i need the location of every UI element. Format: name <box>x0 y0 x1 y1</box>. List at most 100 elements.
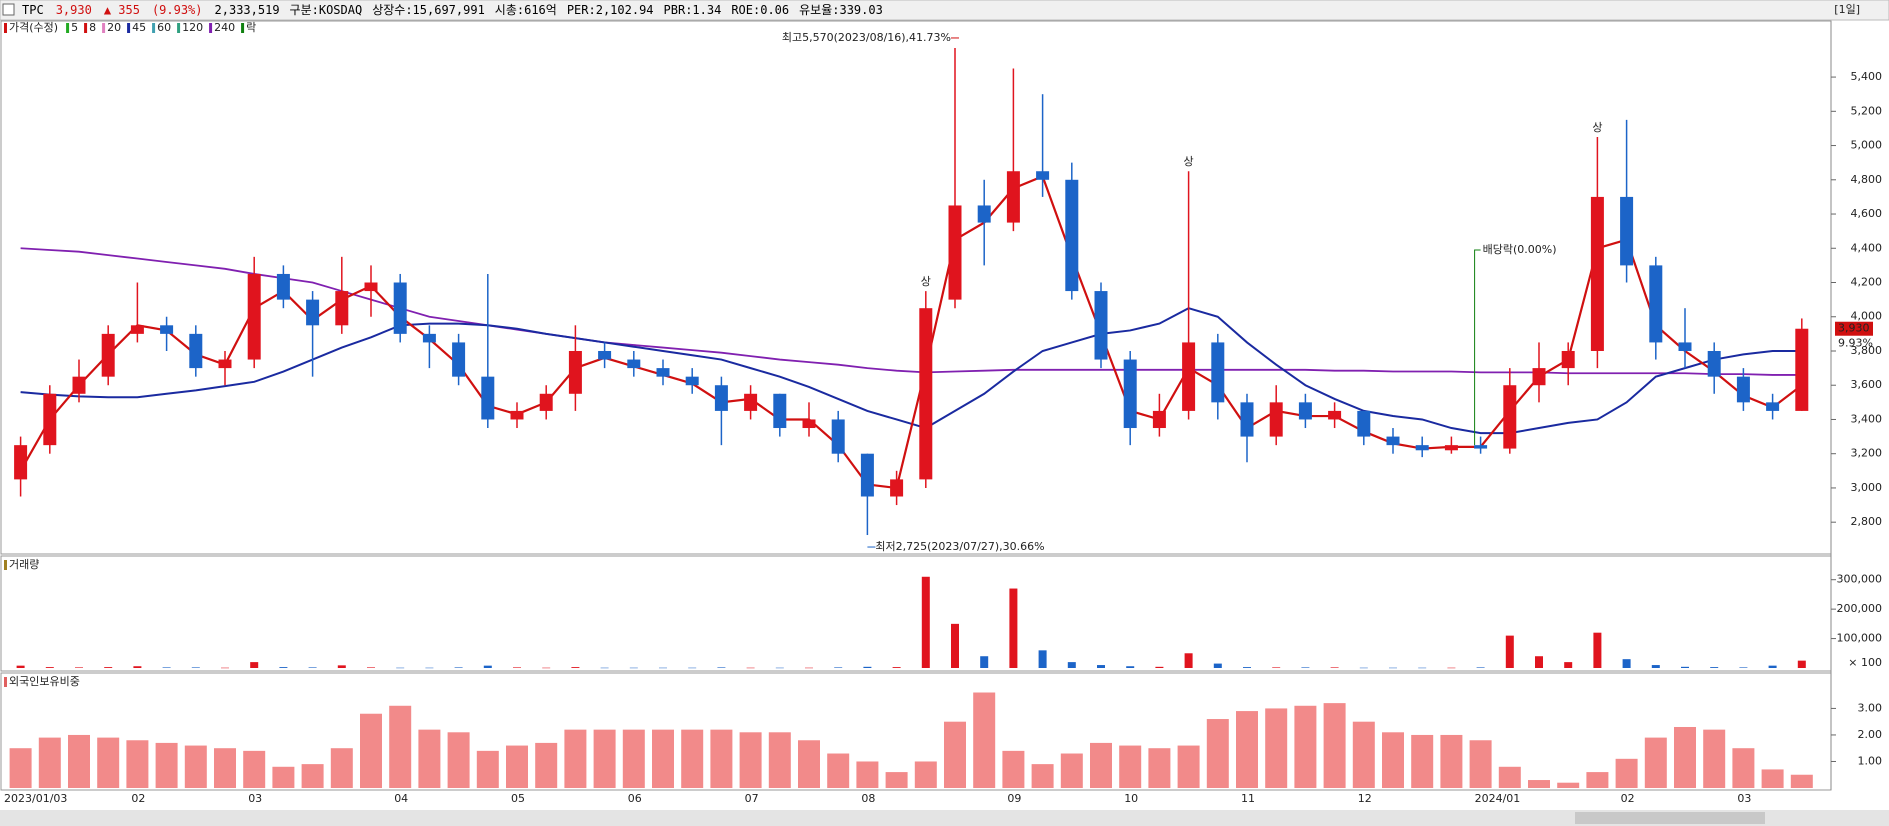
header-field: 구분:KOSDAQ <box>290 3 363 17</box>
bar <box>659 667 667 669</box>
bar <box>798 740 820 788</box>
bar <box>191 667 200 668</box>
legend-swatch <box>84 23 88 33</box>
bar <box>155 742 178 788</box>
candle-body <box>1503 385 1517 449</box>
y-tick-label: 200,000 <box>1837 602 1883 615</box>
bar <box>1505 635 1514 668</box>
bar <box>279 667 288 668</box>
bar <box>1418 667 1427 669</box>
bar <box>1615 758 1638 788</box>
bar <box>652 729 674 788</box>
header-field: PBR:1.34 <box>664 3 722 17</box>
bar <box>681 729 704 788</box>
bar <box>126 740 149 788</box>
candle-body <box>773 393 787 429</box>
bar <box>1294 705 1317 788</box>
candle-body <box>189 333 203 369</box>
bar <box>1272 667 1281 668</box>
bar <box>272 766 295 788</box>
bar <box>513 667 521 668</box>
bar <box>1564 662 1573 668</box>
scroll-thumb[interactable] <box>1575 812 1765 824</box>
legend-title: 가격(수정) <box>9 21 58 34</box>
candle-body <box>1094 291 1108 360</box>
bar <box>1148 748 1171 788</box>
x-tick-label: 04 <box>394 792 408 805</box>
header-item: 2,333,519 <box>215 3 280 17</box>
candle-body <box>1415 445 1429 451</box>
y-tick-label: 4,000 <box>1851 310 1883 323</box>
y-tick-label: 3,800 <box>1851 344 1883 357</box>
x-tick-label: 2023/01/03 <box>4 792 67 805</box>
candle-body <box>1795 328 1809 411</box>
x-tick-label: 08 <box>861 792 875 805</box>
scrollbar[interactable] <box>0 810 1889 826</box>
y-tick-label: 5,000 <box>1851 139 1883 152</box>
candle-body <box>160 325 174 334</box>
candle-body <box>510 410 524 420</box>
bar <box>1031 764 1054 788</box>
bar <box>1761 769 1784 788</box>
dividend-line <box>1474 249 1481 445</box>
bar <box>951 623 959 668</box>
bar <box>1301 667 1310 668</box>
candle-body <box>335 291 349 326</box>
header-checkbox[interactable] <box>2 3 15 16</box>
bar <box>1265 708 1288 788</box>
volume-panel <box>0 555 1832 672</box>
candle-body <box>1328 410 1342 420</box>
header-field: 시총:616억 <box>495 3 557 17</box>
bar <box>1097 665 1105 668</box>
legend-swatch <box>66 23 70 33</box>
bar <box>739 732 762 788</box>
bar <box>622 729 645 788</box>
header-bar <box>0 0 1889 21</box>
candle-body <box>627 359 641 369</box>
candle-body <box>1474 445 1488 449</box>
bar <box>921 576 930 668</box>
period[interactable]: [1일] <box>1834 2 1860 16</box>
bar <box>1476 667 1485 668</box>
bar <box>9 748 32 788</box>
y-tick-label: 300,000 <box>1837 573 1883 586</box>
bar <box>308 667 317 668</box>
bar <box>250 662 259 668</box>
x-tick-label: 12 <box>1358 792 1372 805</box>
ma-line <box>20 247 1802 376</box>
bar <box>827 753 850 788</box>
legend-item: 45 <box>132 21 146 34</box>
candle-body <box>1298 402 1312 420</box>
y-tick-label: 3,400 <box>1851 412 1883 425</box>
low-annotation: 최저2,725(2023/07/27),30.66% <box>875 540 1044 553</box>
y-tick-label: 5,200 <box>1851 104 1883 117</box>
x-tick-label: 03 <box>1737 792 1751 805</box>
x-tick-label: 02 <box>131 792 145 805</box>
legend-item: 8 <box>89 21 96 34</box>
candle-body <box>744 393 758 411</box>
candle-body <box>14 445 28 480</box>
candle-body <box>101 333 115 377</box>
bar <box>1732 748 1755 788</box>
bar <box>1002 750 1025 788</box>
x-tick-label: 07 <box>745 792 759 805</box>
bar <box>418 729 441 788</box>
candle-body <box>1269 402 1283 437</box>
header-field: 유보율:339.03 <box>799 3 883 17</box>
bar <box>1674 726 1696 788</box>
legend-item: 락 <box>246 21 256 34</box>
last-pct-label: 9.93% <box>1838 337 1873 350</box>
candle-body <box>1649 265 1663 343</box>
bar <box>834 667 843 668</box>
candle-body <box>422 333 436 343</box>
bar <box>775 667 784 669</box>
bar <box>506 745 528 788</box>
bar <box>68 734 90 788</box>
bar <box>1469 740 1492 788</box>
candle-body <box>1123 359 1137 429</box>
limit-up-mark: 상 <box>1184 155 1194 168</box>
candle-body <box>1386 436 1400 446</box>
candle-body <box>831 419 845 454</box>
bar <box>75 667 83 668</box>
bar <box>1498 766 1521 788</box>
